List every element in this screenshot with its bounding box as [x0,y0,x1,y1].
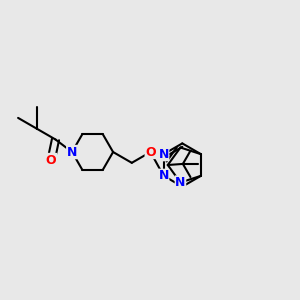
Text: N: N [67,146,77,158]
Text: N: N [158,169,169,182]
Text: O: O [46,154,56,166]
Text: O: O [145,146,156,158]
Text: O: O [46,154,56,166]
Text: N: N [158,148,169,161]
Text: N: N [175,176,186,189]
Text: N: N [67,146,77,158]
